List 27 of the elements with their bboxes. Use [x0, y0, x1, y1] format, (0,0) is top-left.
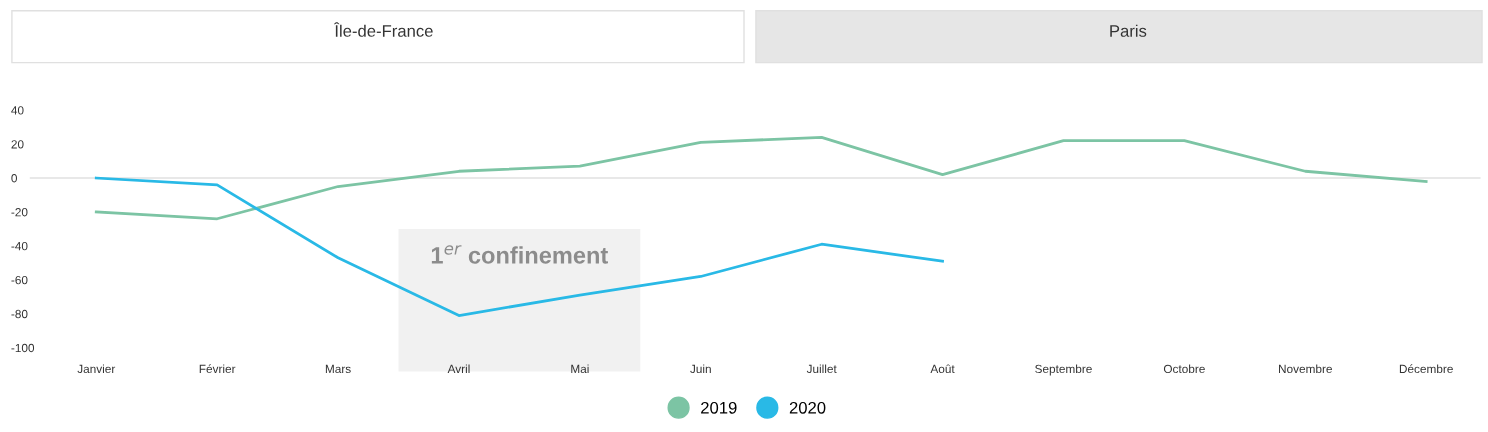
y-tick-label: -60 [11, 275, 28, 285]
y-tick-label: -80 [11, 309, 28, 319]
x-tick-label: Janvier [77, 364, 116, 374]
y-tick-label: 40 [11, 106, 24, 115]
x-tick-label: Octobre [1163, 364, 1205, 374]
x-tick-label: Juin [690, 364, 711, 374]
y-tick-label: -100 [11, 343, 35, 353]
y-tick-label: -40 [11, 241, 28, 251]
y-tick-label: 0 [11, 174, 17, 183]
legend-label: 2020 [789, 401, 826, 414]
x-tick-label: Février [199, 364, 236, 374]
line-series [94, 176, 944, 317]
x-tick-label: Décembre [1399, 364, 1453, 374]
x-tick-label: Mai [571, 364, 589, 374]
band-label: 1$^{er}$ confinement [431, 245, 608, 264]
line-series [94, 135, 1428, 221]
x-tick-label: Novembre [1279, 364, 1332, 374]
x-tick-label: Août [930, 364, 955, 374]
y-tick-label: -20 [11, 208, 28, 217]
legend-label: 2019 [701, 401, 737, 414]
text: Île-de-France [333, 22, 433, 37]
x-tick-label: Avril [447, 364, 470, 373]
y-tick-label: 20 [11, 140, 24, 149]
x-tick-label: Septembre [1035, 364, 1092, 376]
x-tick-label: Juillet [806, 364, 837, 374]
text: Paris [1110, 24, 1147, 37]
x-tick-label: Mars [325, 364, 351, 374]
